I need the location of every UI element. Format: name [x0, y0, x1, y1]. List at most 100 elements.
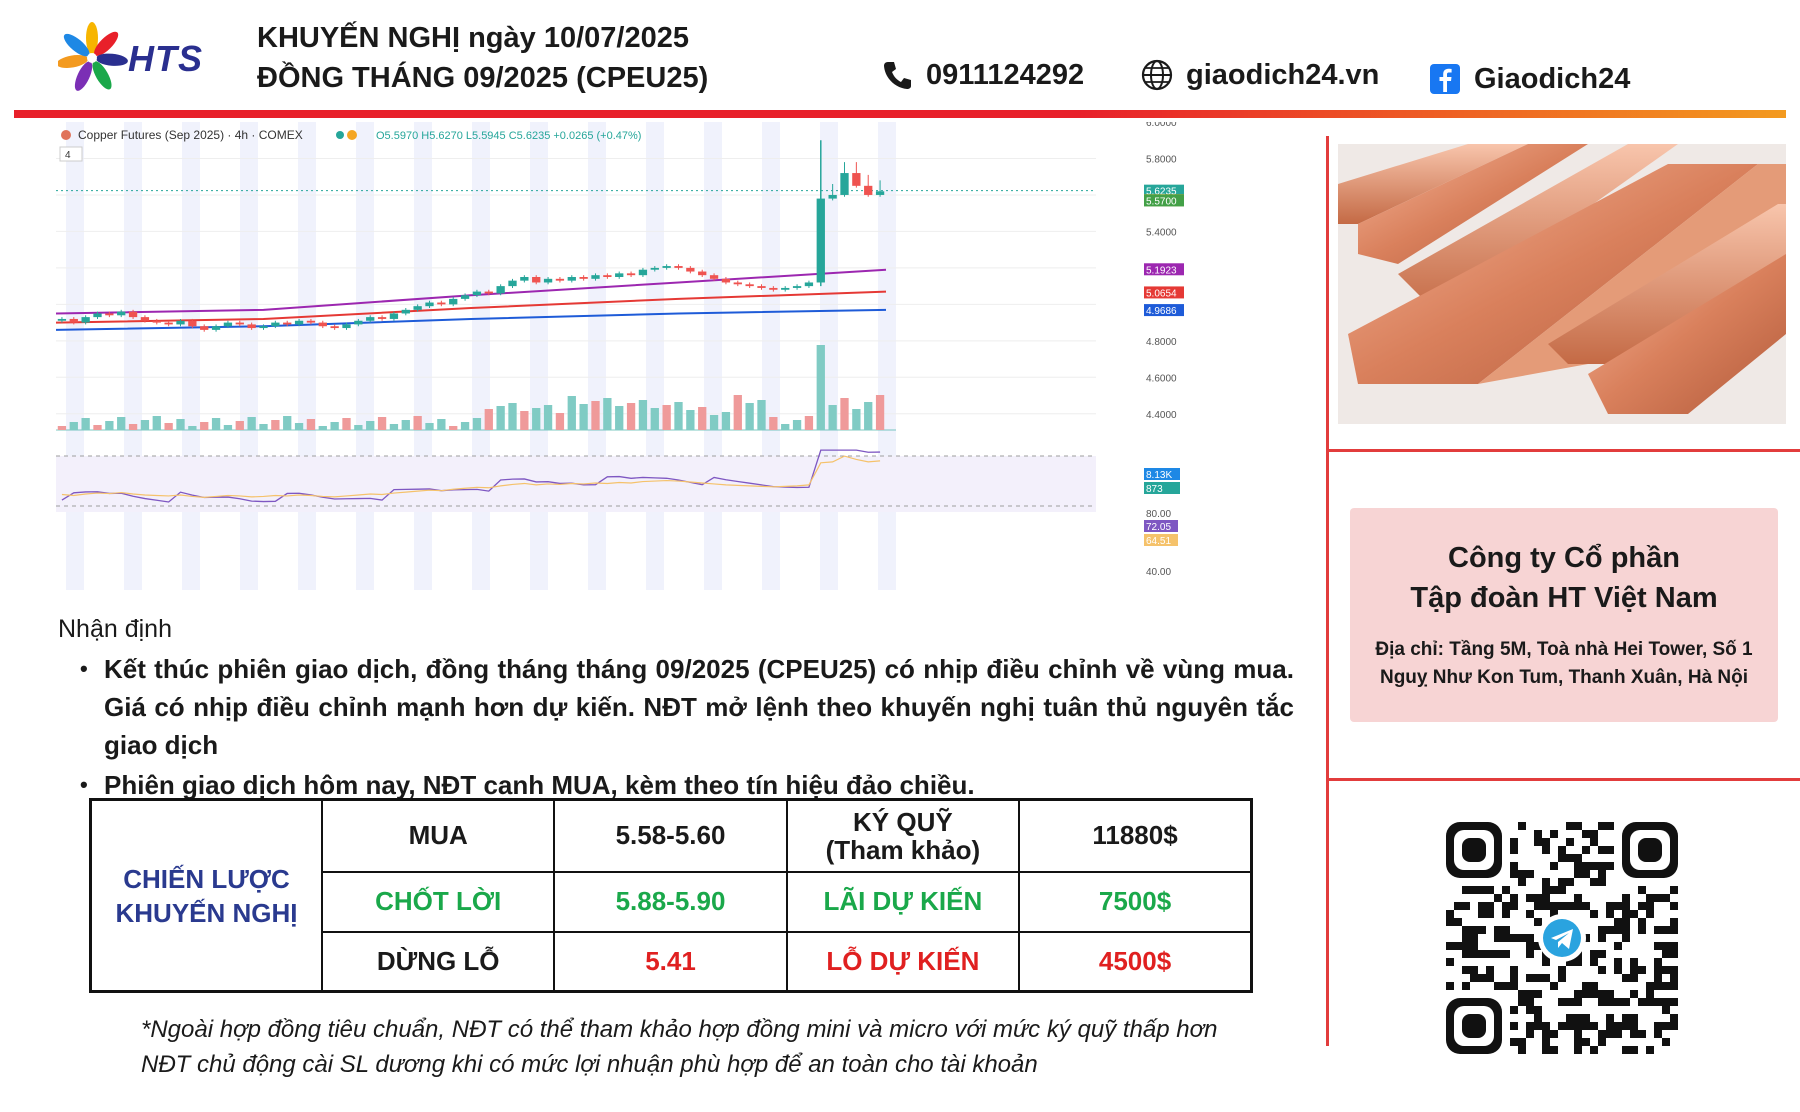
candle-body: [389, 313, 399, 319]
qr-module: [1574, 958, 1582, 966]
volume-bar: [840, 398, 849, 430]
qr-module: [1494, 950, 1502, 958]
candle-body: [57, 318, 67, 321]
qr-module: [1526, 1030, 1534, 1038]
volume-bar: [259, 424, 268, 430]
qr-module: [1614, 902, 1622, 910]
contact-phone[interactable]: 0911124292: [880, 58, 1084, 92]
qr-module: [1574, 854, 1582, 862]
qr-module: [1582, 990, 1590, 998]
volume-bar: [330, 422, 339, 430]
candle-body: [864, 185, 873, 195]
candle-body: [235, 322, 244, 325]
candle-body: [223, 322, 233, 327]
candle-body: [318, 322, 327, 327]
qr-module: [1558, 974, 1566, 982]
qr-module: [1574, 894, 1582, 902]
volume-label-text: 873: [1146, 484, 1163, 495]
qr-module: [1470, 966, 1478, 974]
qr-code[interactable]: [1442, 818, 1682, 1058]
qr-module: [1606, 902, 1614, 910]
qr-module: [1614, 918, 1622, 926]
qr-module: [1566, 878, 1574, 886]
qr-module: [1654, 966, 1662, 974]
qr-module: [1574, 902, 1582, 910]
qr-module: [1534, 894, 1542, 902]
volume-bar: [638, 400, 648, 430]
rsi-label-text: 64.51: [1146, 536, 1171, 547]
qr-module: [1606, 1030, 1614, 1038]
price-tick-label: 4.4000: [1146, 410, 1177, 421]
qr-module: [1510, 870, 1518, 878]
candle-body: [532, 277, 541, 283]
qr-module: [1654, 1030, 1662, 1038]
contact-facebook[interactable]: Giaodich24: [1428, 62, 1630, 96]
candle-body: [745, 284, 754, 287]
qr-module: [1614, 1030, 1622, 1038]
qr-module: [1462, 926, 1470, 934]
candle-body: [603, 275, 612, 277]
qr-module: [1670, 942, 1678, 950]
qr-module: [1638, 918, 1646, 926]
volume-bar: [152, 416, 161, 430]
candle-body: [366, 317, 375, 321]
volume-bar: [721, 412, 731, 430]
candle-body: [721, 278, 731, 283]
volume-bar: [164, 423, 173, 430]
qr-module: [1446, 982, 1454, 990]
qr-finder-inner: [1462, 1014, 1486, 1038]
qr-module: [1502, 934, 1510, 942]
candle-body: [413, 306, 422, 310]
session-band: [414, 122, 432, 590]
right-divider-2: [1326, 778, 1800, 781]
qr-module: [1654, 894, 1662, 902]
volume-bar: [413, 416, 422, 430]
qr-module: [1566, 1014, 1574, 1022]
qr-module: [1494, 926, 1502, 934]
qr-module: [1574, 822, 1582, 830]
volume-bar: [650, 408, 659, 430]
qr-module: [1670, 974, 1678, 982]
candle-body: [342, 324, 351, 329]
candle-body: [377, 317, 387, 319]
company-address-line2: Nguỵ Như Kon Tum, Thanh Xuân, Hà Nội: [1379, 667, 1749, 688]
price-label-text: 5.6235: [1146, 187, 1177, 198]
qr-module: [1502, 926, 1510, 934]
copper-bars-image: [1338, 144, 1786, 424]
qr-module: [1662, 1038, 1670, 1046]
volume-bar: [105, 421, 114, 430]
qr-module: [1510, 1022, 1518, 1030]
qr-module: [1486, 966, 1494, 974]
qr-module: [1534, 1006, 1542, 1014]
qr-module: [1470, 942, 1478, 950]
qr-module: [1590, 950, 1598, 958]
qr-module: [1590, 878, 1598, 886]
volume-bar: [389, 424, 399, 430]
qr-module: [1566, 854, 1574, 862]
qr-module: [1606, 998, 1614, 1006]
qr-module: [1654, 942, 1662, 950]
qr-module: [1582, 1014, 1590, 1022]
qr-module: [1670, 918, 1678, 926]
qr-module: [1566, 958, 1574, 966]
candle-body: [650, 267, 659, 270]
interval-toggle[interactable]: [59, 146, 83, 162]
qr-module: [1622, 974, 1630, 982]
price-tick-label: 6.0000: [1146, 122, 1177, 129]
volume-bar: [176, 419, 185, 430]
qr-module: [1670, 950, 1678, 958]
volume-bar: [555, 413, 565, 430]
stop-loss-price: 5.41: [553, 930, 788, 993]
price-label-text: 5.5700: [1146, 196, 1177, 207]
qr-module: [1542, 878, 1550, 886]
volume-label-badge: [1144, 468, 1180, 480]
session-band: [472, 122, 490, 590]
volume-bar: [425, 423, 434, 430]
contact-website[interactable]: giaodich24.vn: [1140, 58, 1379, 92]
qr-module: [1462, 934, 1470, 942]
candle-body: [520, 277, 529, 281]
candle-body: [804, 282, 814, 287]
qr-module: [1662, 982, 1670, 990]
qr-module: [1590, 838, 1598, 846]
report-title: KHUYẾN NGHỊ ngày 10/07/2025: [257, 22, 689, 54]
